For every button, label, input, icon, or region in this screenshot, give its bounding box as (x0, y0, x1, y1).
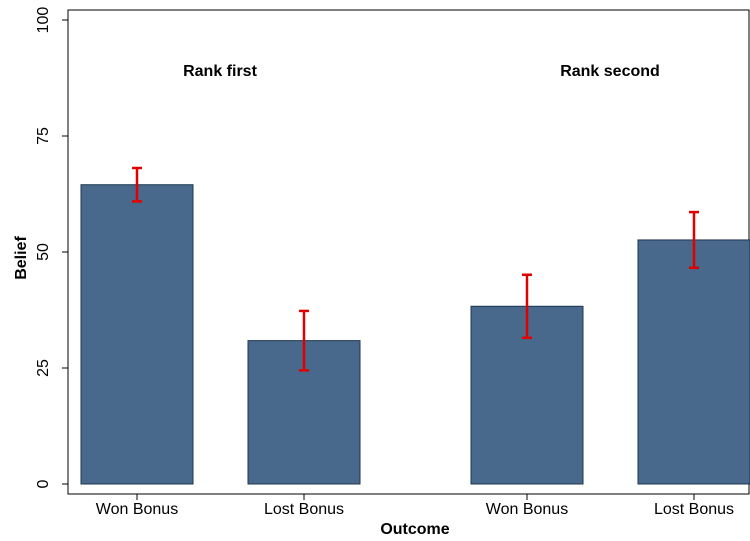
x-axis-label: Outcome (380, 521, 449, 538)
x-tick-label: Won Bonus (486, 501, 568, 518)
group-label: Rank second (560, 63, 660, 80)
x-tick-label: Lost Bonus (654, 501, 734, 518)
y-tick-label: 25 (35, 359, 52, 377)
y-tick-label: 0 (35, 479, 52, 488)
y-tick-label: 75 (35, 127, 52, 145)
group-label: Rank first (183, 63, 257, 80)
y-tick-label: 100 (35, 7, 52, 34)
y-axis-label: Belief (13, 236, 30, 280)
bar (637, 239, 750, 485)
bar (80, 184, 194, 485)
x-tick-label: Lost Bonus (264, 501, 344, 518)
x-tick-label: Won Bonus (96, 501, 178, 518)
y-tick-label: 50 (35, 243, 52, 261)
